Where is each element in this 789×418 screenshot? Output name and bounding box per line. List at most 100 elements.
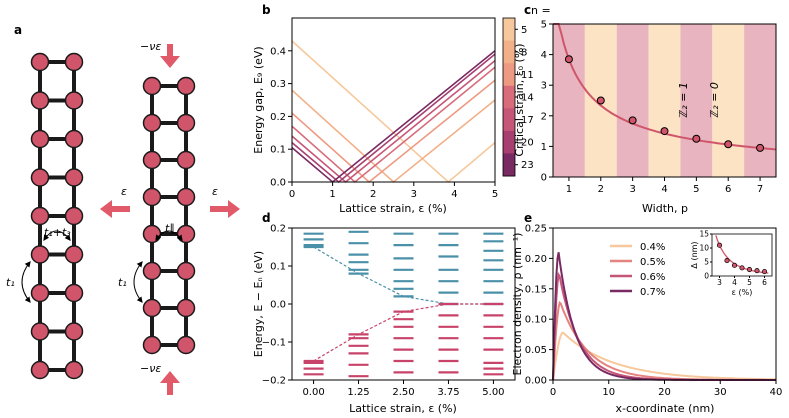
panel-a-lattice: t₁+t₃ t₁ t∥ t₁ ε ε −νε −νε (6, 40, 240, 395)
x-tick-label: 1 (329, 189, 335, 200)
legend-e: 0.4% 0.5% 0.6% 0.7% (610, 242, 665, 298)
x-tick-label: 5.00 (482, 387, 504, 398)
x-tick-label: 3 (411, 189, 417, 200)
y-tick-label: 0.20 (525, 254, 547, 265)
colorbar-frame (502, 17, 516, 177)
strain-label-right: ε (212, 185, 218, 198)
hopping-arc-pair-right (155, 230, 183, 241)
legend-label: 0.7% (640, 287, 665, 298)
x-tick-label: 20 (658, 387, 671, 398)
x-tick-label: 4 (661, 184, 667, 195)
lattice-node (64, 245, 84, 264)
lattice-node (142, 261, 162, 281)
inset-x-tick-label: 4 (732, 278, 737, 287)
y-tick-label: 0.2 (270, 112, 286, 123)
colorbar-b: 5 8 11 14 17 20 23 (502, 17, 534, 177)
hopping-arc-rung-right (133, 261, 143, 303)
lattice-node (30, 168, 50, 187)
y-tick-label: 0.10 (525, 315, 547, 326)
y-tick-label: 5 (541, 20, 547, 31)
y-tick-label: 0.00 (525, 376, 547, 387)
inset-data-point (739, 265, 745, 271)
ticks-b: 0 1 2 3 4 5 0.0 0.1 0.2 0.3 0.4 (270, 46, 498, 200)
data-point (660, 127, 669, 136)
lattice-node (30, 91, 50, 110)
y-tick-label: 0.3 (270, 79, 286, 90)
y-tick-label: 0.05 (525, 345, 547, 356)
lattice-node (176, 187, 196, 207)
lattice-node (30, 206, 50, 226)
lattice-node (64, 322, 84, 341)
stripe (744, 24, 776, 177)
energy-levels-d (303, 230, 504, 378)
y-tick-label: 0.15 (525, 284, 547, 295)
points-c (564, 55, 765, 152)
x-tick-label: 2 (370, 189, 376, 200)
x-tick-label: 3 (629, 184, 635, 195)
x-axis-label-c: Width, p (642, 202, 688, 215)
y-axis-label-c: Critical strain, ε₀ (%) (513, 43, 526, 156)
legend-label: 0.6% (640, 272, 665, 283)
dashed-guides-d (313, 246, 494, 362)
inset-x-label: ε (%) (732, 288, 753, 297)
colorbar-tick-label: 20 (521, 138, 534, 149)
y-tick-label: 0.2 (270, 224, 286, 235)
data-point (564, 55, 573, 64)
colorbar-segment (503, 130, 515, 154)
lattice-node (64, 129, 84, 149)
plot-area-b (292, 18, 495, 182)
stripe (680, 24, 713, 177)
x-tick-label: 4 (451, 189, 457, 200)
data-point (596, 96, 605, 105)
panel-d-chart: 0.00 1.25 2.50 3.75 5.00 −0.2 −0.1 0.0 0.1 0.2 La… (252, 224, 516, 415)
hopping-arc-rung-left (21, 261, 31, 303)
lattice-node (30, 129, 50, 149)
y-tick-label: 0.0 (270, 178, 286, 189)
data-point (692, 134, 701, 143)
x-axis-label-d: Lattice strain, ε (%) (349, 402, 457, 415)
x-tick-label: 1.25 (347, 387, 369, 398)
y-tick-label: 0.4 (270, 46, 286, 57)
y-tick-label: −0.2 (262, 376, 286, 387)
colorbar-segment (503, 63, 515, 87)
y-axis-label-e: Electron density, ρ (nm⁻¹) (511, 233, 524, 376)
x-tick-label: 5 (492, 189, 498, 200)
lattice-node (30, 360, 50, 380)
x-tick-label: 5 (693, 184, 699, 195)
colorbar-tick-label: 14 (521, 93, 534, 104)
annotation-z2-zero: ℤ₂ = 0 (708, 82, 721, 118)
panel-label-a: a (14, 23, 22, 37)
lattice-node (64, 360, 84, 380)
hopping-arc-pair-left (43, 230, 71, 241)
strain-label-left: ε (121, 185, 127, 198)
ticks-c: 1 2 3 4 5 6 7 0 1 2 3 4 5 (541, 20, 764, 196)
lattice-node (142, 187, 162, 207)
y-tick-label: 0.0 (270, 300, 286, 311)
axes-frame-b (291, 17, 496, 183)
lattice-node (142, 224, 162, 244)
compress-label-top: −νε (140, 40, 161, 53)
inset-data-point (746, 267, 753, 273)
inset-data-point (716, 242, 723, 248)
y-tick-label: 0.1 (270, 145, 286, 156)
x-tick-label: 10 (602, 387, 615, 398)
compress-arrow-top (160, 44, 180, 68)
x-tick-label: 2.50 (392, 387, 414, 398)
inset-x-tick-label: 6 (762, 278, 767, 287)
compress-arrow-bottom (160, 371, 180, 395)
annotation-z2-one: ℤ₂ = 1 (677, 82, 690, 118)
strain-arrow-left (100, 200, 130, 218)
panel-e-chart: 0 10 20 30 400.000.050.100.150.200.25 0.4%0.… (511, 224, 782, 416)
lattice-node (64, 283, 84, 303)
lattice-node (176, 76, 196, 96)
stripe (553, 24, 585, 177)
inset-e: 3 4 5 6 0 5 10 15 ε (%) Δ (nm) (690, 230, 773, 297)
x-axis-label-b: Lattice strain, ε (%) (339, 202, 447, 215)
x-tick-label: 40 (770, 387, 783, 398)
colorbar-tick-label: 11 (521, 70, 534, 81)
panel-label-b: b (262, 3, 271, 17)
inset-data-point (761, 268, 768, 275)
colorbar-segment (503, 153, 515, 177)
x-tick-label: 0 (289, 189, 295, 200)
